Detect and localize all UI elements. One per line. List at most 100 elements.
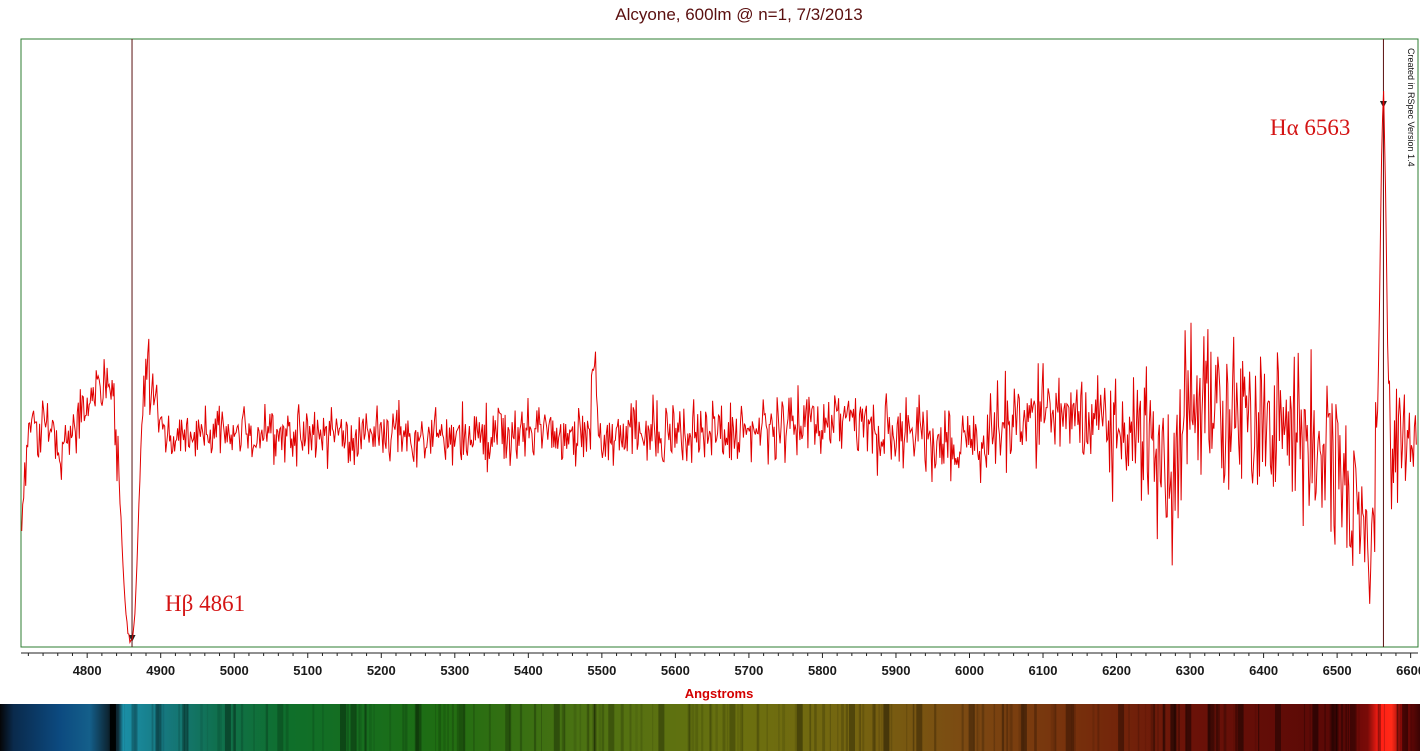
strip-texture-band [534,704,537,751]
strip-texture-band [389,704,392,751]
strip-texture-band [837,704,839,751]
strip-texture-band [1092,704,1095,751]
absorption-band [1185,704,1192,751]
strip-texture-band [1185,704,1187,751]
x-tick-label: 4900 [146,663,175,678]
strip-texture-band [1399,704,1402,751]
strip-texture-band [402,704,405,751]
strip-texture-band [1011,704,1014,751]
strip-texture-band [691,704,695,751]
strip-texture-band [1396,704,1399,751]
strip-texture-band [1071,704,1073,751]
strip-texture-band [151,704,154,751]
strip-texture-band [451,704,454,751]
strip-texture-band [1355,704,1357,751]
strip-texture-band [981,704,985,751]
strip-texture-band [1233,704,1236,751]
x-tick-label: 5600 [661,663,690,678]
x-tick-label: 5100 [293,663,322,678]
strip-texture-band [1329,704,1332,751]
x-tick-label: 6300 [1176,663,1205,678]
strip-texture-band [519,704,523,751]
x-tick-label: 5200 [367,663,396,678]
strip-texture-band [862,704,865,751]
strip-texture-band [358,704,362,751]
strip-texture-band [541,704,542,751]
strip-texture-band [156,704,160,751]
strip-texture-band [404,704,408,751]
marker-lines [128,39,1387,647]
strip-texture-band [689,704,691,751]
strip-texture-band [533,704,536,751]
strip-texture-band [1396,704,1399,751]
absorption-band [458,704,465,751]
strip-texture-band [594,704,597,751]
strip-texture-band [1128,704,1130,751]
strip-texture-band [579,704,582,751]
strip-texture-band [1303,704,1306,751]
strip-texture-band [601,704,605,751]
strip-texture-band [1348,704,1349,751]
strip-texture-band [1217,704,1220,751]
strip-texture-band [872,704,875,751]
strip-texture-band [265,704,269,751]
strip-texture-band [601,704,605,751]
strip-texture-band [443,704,446,751]
absorption-band [796,704,803,751]
strip-texture-band [1336,704,1339,751]
strip-texture-band [1002,704,1004,751]
spectrum-color-strip [0,704,1420,751]
strip-texture-band [355,704,357,751]
strip-texture-band [206,704,209,751]
x-axis: 4800 4900 5000 5100 5200 5300 5400 5500 5600 5700… [21,652,1420,678]
absorption-band [1275,704,1281,751]
marker-label: Hα 6563 [1270,115,1350,140]
strip-texture-band [133,704,137,751]
strip-texture-band [814,704,817,751]
strip-texture-band [1162,704,1165,751]
absorption-band [1402,704,1409,751]
strip-texture-band [1005,704,1009,751]
strip-texture-band [934,704,937,751]
strip-texture-band [620,704,622,751]
strip-texture-band [1001,704,1005,751]
strip-texture-band [976,704,978,751]
strip-texture-band [160,704,163,751]
x-tick-label: 6000 [955,663,984,678]
strip-texture-band [1053,704,1057,751]
strip-texture-band [1345,704,1349,751]
strip-texture-band [860,704,861,751]
series-group [21,90,1417,645]
strip-texture-band [373,704,375,751]
spectrum-trace [21,90,1417,645]
strip-texture-band [1050,704,1054,751]
absorption-band [883,704,890,751]
strip-texture-band [1021,704,1025,751]
absorption-band [849,704,855,751]
strip-texture-band [1009,704,1013,751]
strip-texture-band [312,704,315,751]
strip-texture-band [573,704,577,751]
absorption-band [1065,704,1072,751]
absorption-band [505,704,512,751]
strip-texture-band [687,704,691,751]
strip-texture-band [358,704,360,751]
strip-texture-band [1072,704,1074,751]
x-axis-label: Angstroms [685,686,754,701]
strip-texture-band [1258,704,1260,751]
strip-texture-band [253,704,255,751]
strip-texture-band [1344,704,1347,751]
strip-texture-band [463,704,466,751]
strip-texture-band [346,704,349,751]
x-tick-label: 5000 [220,663,249,678]
strip-texture-band [416,704,419,751]
strip-texture-band [414,704,416,751]
strip-texture-band [709,704,712,751]
strip-texture-band [640,704,643,751]
strip-texture-band [1216,704,1218,751]
strip-texture-band [592,704,595,751]
strip-texture-band [766,704,768,751]
x-tick-label: 5900 [882,663,911,678]
strip-texture-band [1097,704,1100,751]
strip-texture-band [586,704,590,751]
